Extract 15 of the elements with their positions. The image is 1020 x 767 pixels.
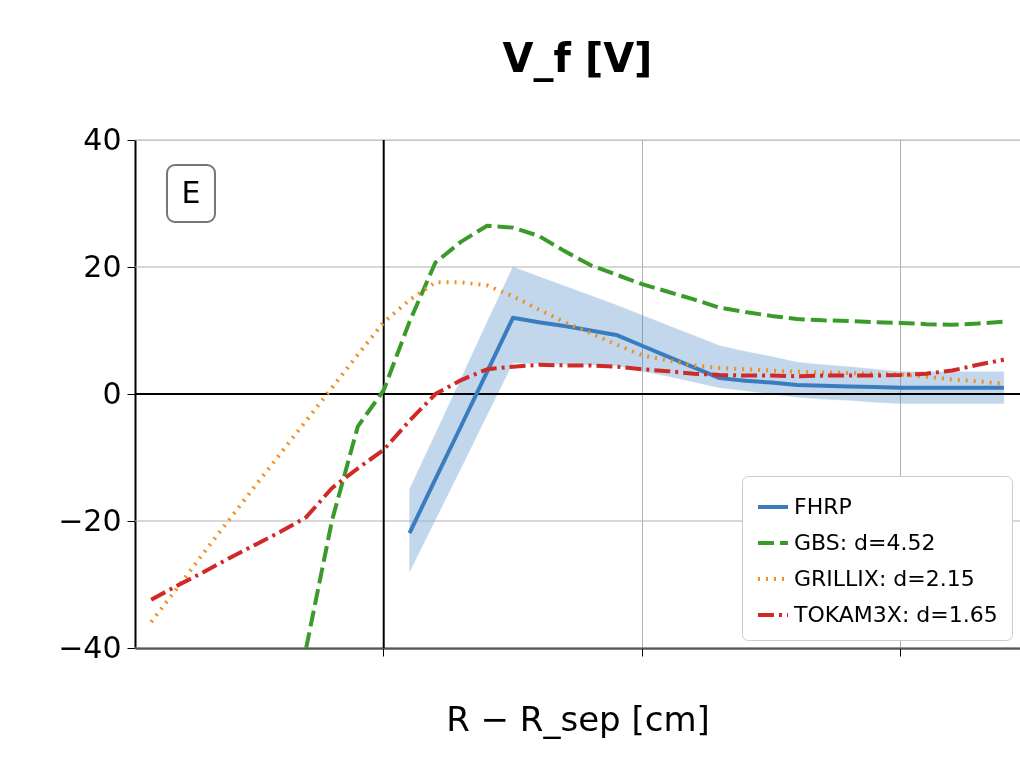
- annotation: E: [181, 175, 201, 210]
- legend-label: FHRP: [794, 494, 852, 519]
- y-tick-label: 40: [83, 121, 122, 157]
- legend-label: TOKAM3X: d=1.65: [793, 602, 998, 627]
- y-tick-label: −40: [58, 629, 122, 665]
- y-tick-label: 20: [83, 248, 122, 284]
- legend-label: GBS: d=4.52: [794, 530, 936, 555]
- x-axis-title: R − R_sep [cm]: [446, 698, 710, 739]
- line-series: [149, 357, 1006, 602]
- y-tick-label: −20: [58, 502, 122, 538]
- chart-title: V_f [V]: [502, 35, 653, 82]
- y-tick-label: 0: [102, 375, 122, 411]
- legend-label: GRILLIX: d=2.15: [794, 566, 975, 591]
- line-series: [304, 223, 1006, 648]
- line-series: [407, 315, 1006, 536]
